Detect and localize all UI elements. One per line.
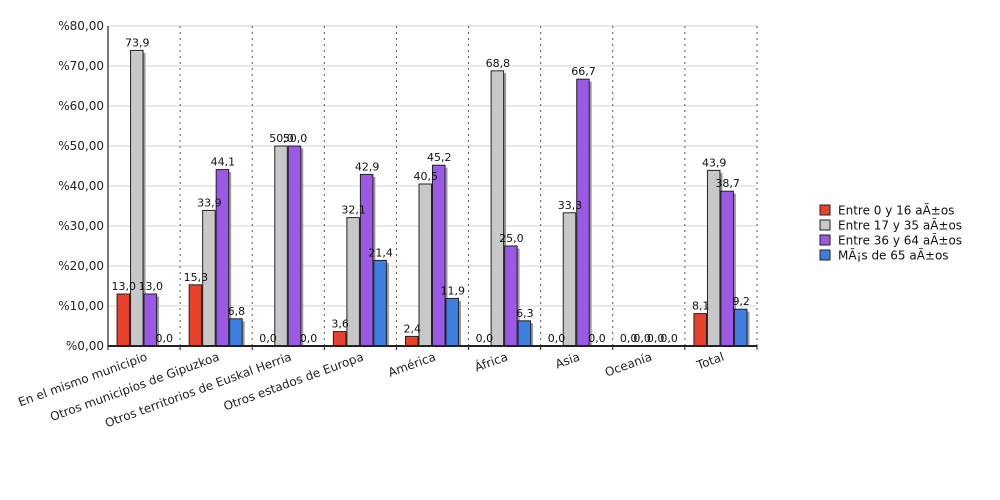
bar <box>576 78 590 347</box>
data-label: 0,0 <box>660 332 678 345</box>
data-label: 13,0 <box>112 280 137 293</box>
y-tick-label: %50,00 <box>58 139 104 153</box>
bar <box>504 245 518 347</box>
bar <box>706 169 721 347</box>
data-label: 21,4 <box>368 246 393 259</box>
x-tick-label: Total <box>694 350 726 373</box>
bar <box>432 164 446 347</box>
legend-swatch <box>819 219 831 231</box>
y-tick-label: %80,00 <box>58 19 104 33</box>
data-label: 66,7 <box>571 65 596 78</box>
legend-swatch <box>819 204 831 216</box>
x-tick-label: Otros estados de Europa <box>222 350 366 414</box>
legend-item: Entre 0 y 16 aÃ±os <box>819 203 954 218</box>
bar <box>359 173 374 347</box>
data-label: 3,6 <box>331 318 349 331</box>
data-label: 6,8 <box>228 305 246 318</box>
bar <box>229 318 243 347</box>
data-label: 0,0 <box>300 332 318 345</box>
data-label: 0,0 <box>620 332 638 345</box>
bar <box>287 145 302 347</box>
data-label: 13,0 <box>139 280 164 293</box>
data-label: 0,0 <box>647 332 665 345</box>
x-tick-label: Asia <box>553 350 581 372</box>
data-labels: 13,0 73,9 13,0 0,0 15,3 33,9 44,1 6,8 0,0 50,050,… <box>112 36 750 345</box>
y-tick-label: %60,00 <box>58 99 104 113</box>
y-tick-label: %30,00 <box>58 219 104 233</box>
data-label: 68,8 <box>486 57 511 70</box>
data-label: 0,0 <box>476 332 494 345</box>
bar <box>116 293 131 347</box>
bars <box>116 49 750 347</box>
data-label: 11,9 <box>441 284 466 297</box>
bar <box>274 145 288 347</box>
bar <box>733 308 748 347</box>
data-label: 0,0 <box>259 332 277 345</box>
y-tick-label: %10,00 <box>58 299 104 313</box>
y-tick-label: %40,00 <box>58 179 104 193</box>
bar <box>130 49 144 347</box>
bar <box>188 284 203 347</box>
data-label: 40,5 <box>414 170 439 183</box>
x-tick-label: Oceanía <box>603 350 654 380</box>
data-label: 0,0 <box>548 332 566 345</box>
bar <box>332 331 347 347</box>
legend-swatch <box>819 249 831 261</box>
bar <box>693 313 707 347</box>
data-label: 2,4 <box>404 322 422 335</box>
data-label: 8,1 <box>692 300 710 313</box>
bar <box>517 320 532 347</box>
y-tick-label: %20,00 <box>58 259 104 273</box>
data-label: 25,0 <box>499 232 524 245</box>
data-label: 43,9 <box>702 156 727 169</box>
data-label: 45,2 <box>427 151 452 164</box>
data-label: 9,2 <box>732 295 750 308</box>
data-label: 0,0 <box>156 332 174 345</box>
data-label: 50,0 <box>283 132 308 145</box>
data-label: 0,0 <box>588 332 606 345</box>
legend-swatch <box>819 234 831 246</box>
data-label: 73,9 <box>125 36 150 49</box>
data-label: 38,7 <box>715 177 740 190</box>
legend-item: Entre 36 y 64 aÃ±os <box>819 233 962 248</box>
data-label: 33,9 <box>197 196 222 209</box>
data-label: 42,9 <box>355 160 380 173</box>
data-label: 15,3 <box>184 271 209 284</box>
data-label: 6,3 <box>516 307 534 320</box>
x-tick-label: América <box>386 350 437 380</box>
bar <box>373 259 387 347</box>
legend-label: Entre 0 y 16 aÃ±os <box>838 203 954 218</box>
legend-label: Entre 36 y 64 aÃ±os <box>838 233 962 248</box>
y-axis: %0,00 %10,00 %20,00 %30,00 %40,00 %50,00 %60,0… <box>58 19 109 353</box>
legend-label: Entre 17 y 35 aÃ±os <box>838 218 962 233</box>
bar <box>720 190 734 347</box>
data-label: 0,0 <box>633 332 651 345</box>
data-label: 44,1 <box>211 156 236 169</box>
y-tick-label: %0,00 <box>66 339 104 353</box>
data-label: 50,0 <box>269 132 294 145</box>
y-tick-label: %70,00 <box>58 59 104 73</box>
bar <box>490 70 505 347</box>
bar <box>405 335 419 347</box>
legend-item: MÃ¡s de 65 aÃ±os <box>819 248 949 263</box>
legend-item: Entre 17 y 35 aÃ±os <box>819 218 962 233</box>
data-label: 32,1 <box>341 204 366 217</box>
legend-label: MÃ¡s de 65 aÃ±os <box>838 248 949 263</box>
x-tick-label: África <box>472 349 509 375</box>
bar <box>562 212 577 347</box>
data-label: 33,3 <box>558 199 583 212</box>
bar <box>445 297 459 347</box>
